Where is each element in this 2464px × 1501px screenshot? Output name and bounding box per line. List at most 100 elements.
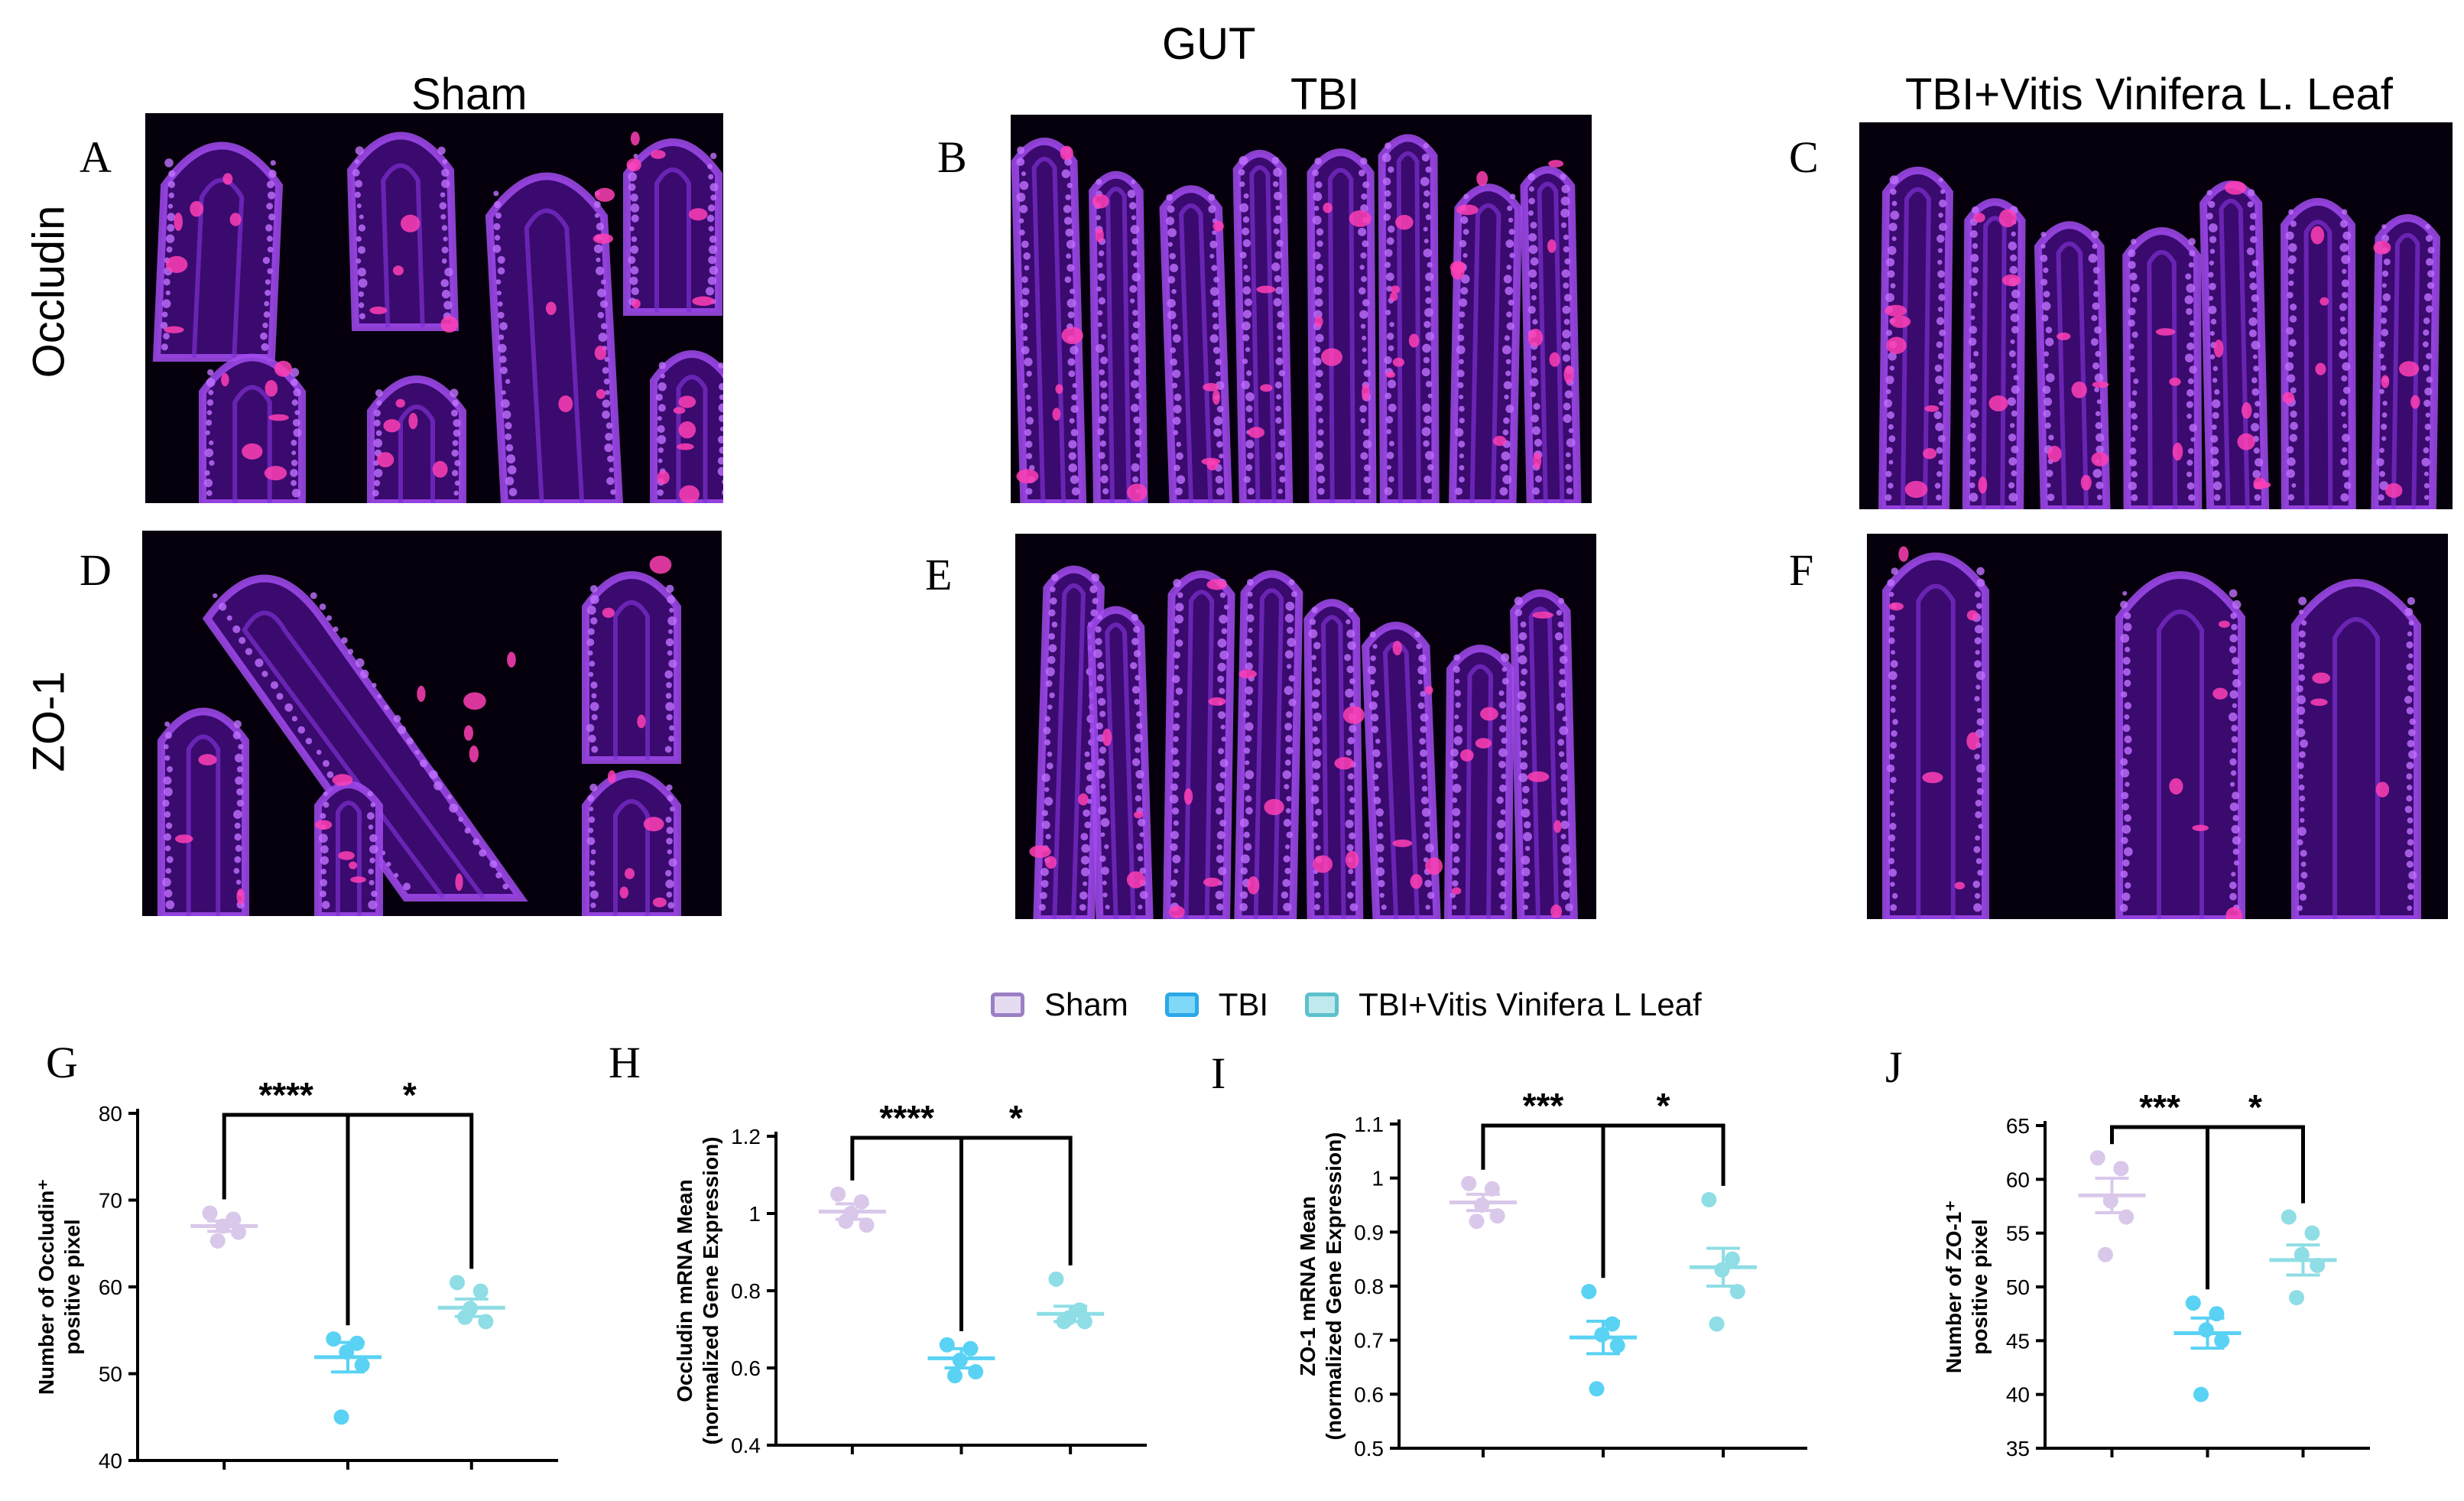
data-point [1724, 1251, 1740, 1267]
nucleus [2381, 424, 2388, 430]
panel-letter-f: F [1789, 545, 1814, 595]
marker-spot [678, 421, 696, 439]
legend-item-sham: Sham [991, 986, 1128, 1023]
nucleus [2094, 387, 2099, 393]
nucleus [2212, 366, 2219, 372]
nucleus [2008, 301, 2018, 310]
nucleus [1314, 298, 1323, 307]
nucleus [2287, 351, 2294, 358]
nucleus [2121, 837, 2128, 844]
nucleus [1133, 650, 1141, 658]
nucleus [1972, 242, 1979, 249]
nucleus [2424, 387, 2433, 396]
nucleus [451, 469, 459, 476]
nucleus [1885, 470, 1892, 477]
nucleus [354, 180, 363, 188]
nucleus [1936, 234, 1945, 243]
nucleus [168, 170, 176, 177]
nucleus [719, 394, 723, 401]
nucleus [1460, 216, 1469, 224]
nucleus [1167, 275, 1176, 284]
nucleus [2210, 458, 2219, 467]
villus-core [676, 375, 708, 503]
nucleus [2189, 424, 2197, 432]
nucleus [2301, 620, 2307, 626]
nucleus [1348, 832, 1356, 840]
nucleus [1245, 440, 1255, 449]
nucleus [1170, 358, 1178, 366]
nucleus [1500, 904, 1507, 911]
nucleus [591, 693, 597, 699]
nucleus [1385, 392, 1392, 400]
nucleus [454, 480, 460, 486]
villus [1234, 570, 1303, 919]
nucleus [1563, 867, 1572, 876]
villus [367, 375, 466, 503]
nucleus [1274, 251, 1283, 259]
nucleus [1453, 736, 1463, 746]
nucleus [1047, 751, 1053, 757]
nucleus [268, 169, 277, 178]
nucleus [1970, 422, 1976, 429]
nucleus [1093, 648, 1102, 658]
nucleus [239, 636, 246, 645]
marker-spot [2047, 445, 2062, 463]
nucleus [2128, 401, 2136, 408]
nucleus [2128, 481, 2137, 491]
nucleus [1215, 890, 1224, 900]
nucleus [2189, 366, 2197, 374]
nucleus [1421, 785, 1428, 792]
nucleus [1242, 359, 1248, 365]
nucleus [245, 648, 253, 655]
nucleus [1530, 391, 1537, 398]
nucleus [1100, 784, 1106, 789]
nucleus [633, 153, 638, 159]
nucleus [1384, 190, 1391, 197]
nucleus [596, 257, 601, 262]
nucleus [1021, 240, 1029, 249]
nucleus [326, 615, 333, 621]
nucleus [2008, 433, 2017, 442]
marker-spot [1392, 839, 1413, 847]
nucleus [1528, 269, 1537, 278]
nucleus [2186, 482, 2195, 490]
micrograph-occludin-sham [145, 113, 723, 503]
nucleus [1528, 197, 1535, 205]
nucleus [162, 877, 171, 887]
nucleus [2128, 343, 2134, 349]
nucleus [1311, 701, 1320, 710]
nucleus [1521, 856, 1531, 865]
marker-spot [1476, 171, 1488, 187]
nucleus [2131, 390, 2138, 396]
nucleus [498, 334, 505, 340]
nucleus [2297, 719, 2303, 725]
nucleus [1097, 262, 1103, 268]
nucleus [1311, 785, 1320, 792]
nucleus [2189, 250, 2196, 257]
nucleus [1273, 215, 1282, 224]
marker-spot [1392, 357, 1405, 367]
nucleus [165, 290, 170, 296]
nucleus [164, 158, 174, 167]
data-point [1709, 1316, 1725, 1332]
nucleus [1976, 578, 1985, 587]
nucleus [1311, 667, 1317, 672]
y-tick-label: 0.6 [1354, 1382, 1384, 1406]
villus-core [186, 734, 221, 916]
nucleus [1975, 811, 1982, 819]
marker-spot [595, 187, 615, 202]
nucleus [2379, 388, 2384, 395]
marker-spot [1102, 728, 1112, 746]
nucleus [1170, 747, 1179, 755]
nucleus [594, 213, 600, 219]
nucleus [2291, 482, 2297, 488]
nucleus [1245, 770, 1255, 780]
nucleus [1386, 237, 1394, 245]
marker-spot [1563, 365, 1574, 384]
nucleus [1460, 275, 1470, 284]
nucleus [1560, 222, 1567, 229]
nucleus [2122, 590, 2128, 596]
nucleus [1417, 679, 1423, 684]
marker-spot [545, 301, 557, 316]
nucleus [1938, 294, 1946, 301]
